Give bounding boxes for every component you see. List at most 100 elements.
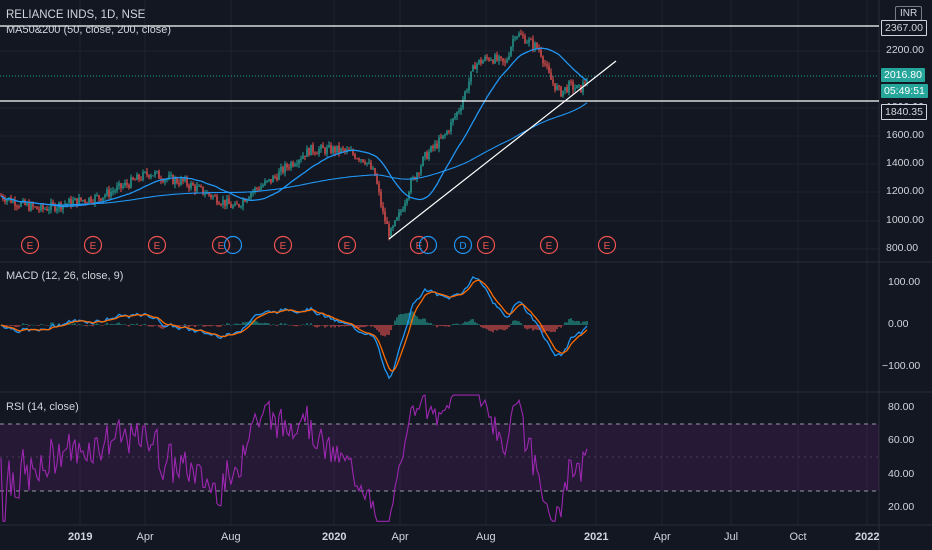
macd-histogram-bar [564, 322, 566, 325]
macd-histogram-bar [238, 324, 240, 325]
macd-histogram-bar [92, 325, 94, 327]
earnings-marker[interactable]: E [597, 235, 617, 255]
macd-histogram-bar [42, 324, 44, 326]
ma200-line[interactable] [0, 102, 588, 206]
macd-histogram-bar [566, 322, 568, 325]
rsi-axis-label: 20.00 [888, 501, 915, 513]
earnings-marker[interactable]: E [337, 235, 357, 255]
earnings-marker[interactable]: E [20, 235, 40, 255]
macd-histogram-bar [476, 323, 478, 325]
macd-histogram-bar [454, 323, 456, 325]
candle-body [422, 156, 424, 166]
event-markers[interactable]: E E E E E E E E E ED [20, 235, 617, 255]
macd-histogram-bar [204, 325, 206, 327]
candle-body [122, 185, 124, 188]
candle-body [144, 171, 146, 173]
split-marker[interactable] [418, 235, 438, 255]
candle-body [88, 197, 90, 203]
candle-body [30, 203, 32, 211]
candle-body [434, 143, 436, 149]
candle-body [216, 195, 218, 204]
candle-body [250, 192, 252, 198]
candle-body [280, 167, 282, 172]
earnings-marker[interactable]: E [273, 235, 293, 255]
candle-body [496, 54, 498, 61]
candle-body [36, 206, 38, 210]
macd-histogram-bar [212, 325, 214, 326]
svg-text:E: E [280, 241, 287, 252]
macd-histogram-bar [274, 324, 276, 326]
rsi-legend[interactable]: RSI (14, close) [6, 401, 79, 413]
candle-body [474, 65, 476, 70]
macd-histogram-bar [50, 322, 52, 325]
symbol-title[interactable]: RELIANCE INDS, 1D, NSE [6, 9, 146, 21]
candle-body [98, 195, 100, 199]
earnings-marker[interactable]: E [147, 235, 167, 255]
macd-histogram-bar [134, 324, 136, 326]
candle-body [384, 211, 386, 222]
macd-histogram-bar [558, 325, 560, 327]
candle-body [44, 208, 46, 210]
macd-histogram-bar [378, 325, 380, 332]
candle-body [298, 160, 300, 164]
rsi-line[interactable] [0, 394, 588, 522]
candle-body [202, 186, 204, 195]
candle-body [264, 181, 266, 186]
macd-histogram-bar [108, 324, 110, 325]
macd-histogram-bar [562, 325, 564, 326]
candle-body [344, 149, 346, 152]
macd-histogram-bar [100, 325, 102, 326]
macd-histogram-bar [214, 325, 216, 326]
candles[interactable] [0, 29, 588, 241]
candle-body [512, 39, 514, 47]
candle-body [452, 118, 454, 123]
macd-histogram-bar [200, 324, 202, 326]
candle-body [316, 153, 318, 155]
candle-body [124, 182, 126, 186]
macd-histogram-bar [30, 324, 32, 326]
macd-histogram-bar [348, 325, 350, 327]
candle-body [492, 60, 494, 64]
candle-body [76, 198, 78, 206]
candle-body [544, 63, 546, 65]
macd-signal-line[interactable] [0, 279, 588, 372]
earnings-marker[interactable]: E [476, 235, 496, 255]
trendline[interactable] [388, 60, 617, 240]
macd-histogram-bar [324, 325, 326, 328]
macd-histogram-bar [510, 323, 512, 325]
macd-histogram-bar [452, 323, 454, 325]
macd-histogram-bar [462, 323, 464, 325]
macd-histogram-bar [444, 325, 446, 327]
candle-body [552, 79, 554, 84]
macd-histogram-bar [486, 325, 488, 330]
time-axis-label: Apr [391, 531, 409, 543]
candle-body [220, 204, 222, 206]
candle-body [156, 171, 158, 173]
currency-badge[interactable]: INR [895, 6, 923, 21]
macd-histogram-bar [580, 323, 582, 325]
earnings-marker[interactable]: E [83, 235, 103, 255]
dividend-marker[interactable]: D [453, 235, 473, 255]
macd-histogram-bar [516, 320, 518, 325]
macd-histogram-bar [488, 325, 490, 331]
split-marker[interactable] [223, 235, 243, 255]
macd-histogram-bar [22, 323, 24, 325]
candle-body [140, 179, 142, 181]
candle-body [368, 162, 370, 164]
macd-histogram-bar [474, 322, 476, 325]
macd-histogram-bar [332, 325, 334, 327]
candle-body [472, 65, 474, 72]
earnings-marker[interactable]: E [539, 235, 559, 255]
macd-histogram[interactable] [0, 310, 588, 337]
ma-legend[interactable]: MA50&200 (50, close, 200, close) [6, 24, 172, 36]
candle-body [52, 202, 54, 205]
macd-histogram-bar [18, 325, 20, 327]
macd-histogram-bar [522, 324, 524, 326]
candle-body [108, 189, 110, 197]
ma50-line[interactable] [0, 47, 588, 208]
macd-line[interactable] [0, 275, 588, 380]
macd-histogram-bar [450, 324, 452, 326]
macd-legend[interactable]: MACD (12, 26, close, 9) [6, 270, 124, 282]
candle-body [570, 81, 572, 83]
